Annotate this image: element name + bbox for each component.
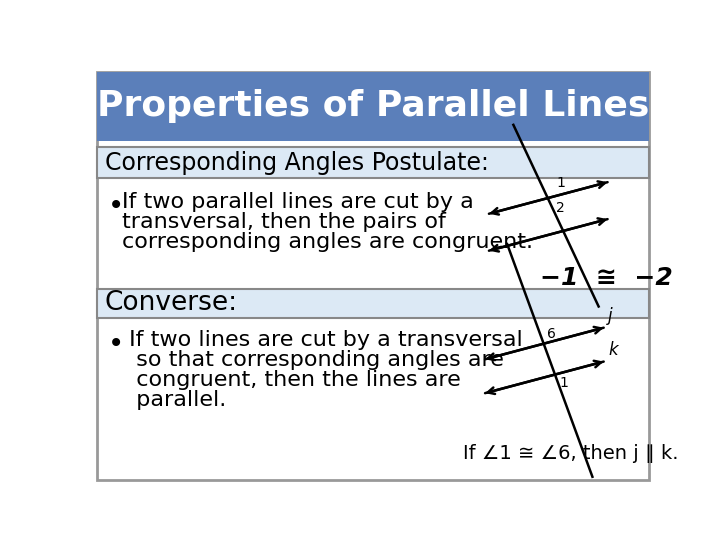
Text: −1  ≅  −2: −1 ≅ −2 [540,266,673,290]
Bar [98,72,649,141]
Text: 1: 1 [559,376,568,390]
Text: Properties of Parallel Lines: Properties of Parallel Lines [97,90,649,123]
Text: If two lines are cut by a transversal: If two lines are cut by a transversal [122,330,523,351]
Text: 2: 2 [556,200,565,215]
Text: •: • [108,192,124,220]
Text: k: k [608,341,617,359]
Bar [98,289,649,318]
Text: 1: 1 [556,176,565,190]
Text: 6: 6 [547,327,555,341]
Text: congruent, then the lines are: congruent, then the lines are [122,370,461,390]
Text: j: j [608,307,612,325]
Text: •: • [108,330,124,358]
Text: Corresponding Angles Postulate:: Corresponding Angles Postulate: [105,151,488,175]
Text: If ∠1 ≅ ∠6, then j ∥ k.: If ∠1 ≅ ∠6, then j ∥ k. [463,444,678,463]
Text: If two parallel lines are cut by a: If two parallel lines are cut by a [122,192,474,212]
Text: corresponding angles are congruent.: corresponding angles are congruent. [122,232,533,252]
Text: Converse:: Converse: [105,290,238,317]
Text: parallel.: parallel. [122,390,226,411]
Text: so that corresponding angles are: so that corresponding angles are [122,351,504,370]
Text: transversal, then the pairs of: transversal, then the pairs of [122,212,446,232]
Bar [98,147,649,178]
